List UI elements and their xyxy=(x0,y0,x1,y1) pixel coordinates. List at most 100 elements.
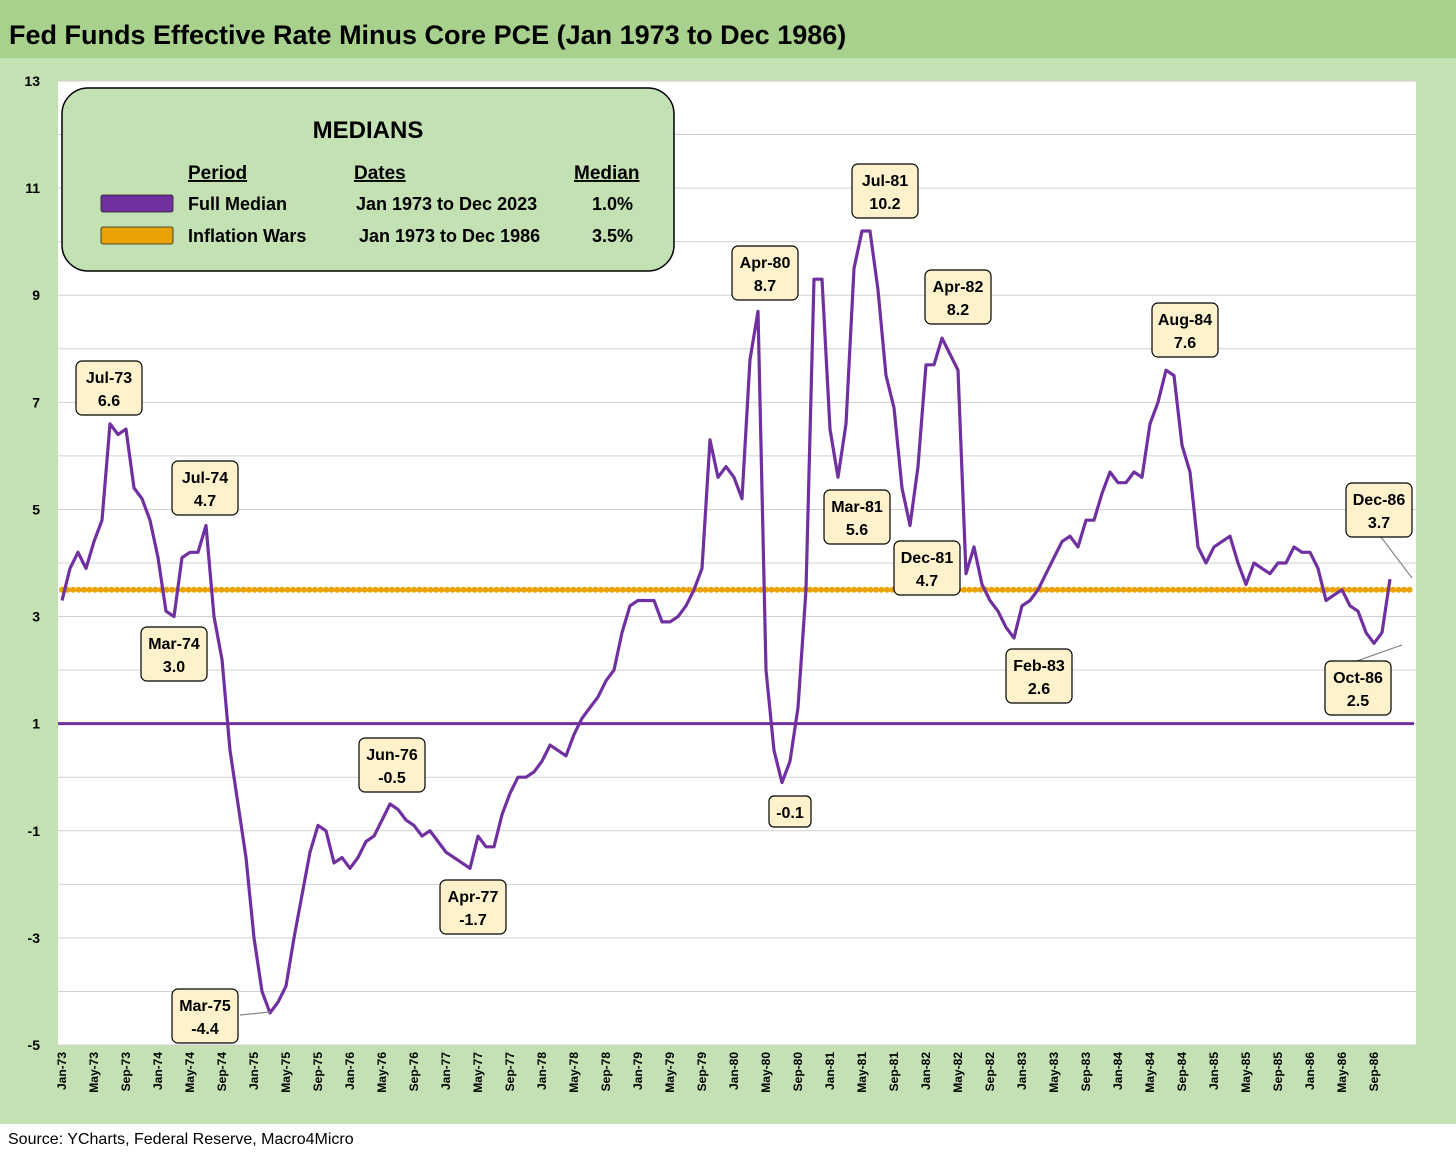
annotation-date: Aug-84 xyxy=(1158,312,1212,329)
annotation-callout: Oct-86 2.5 xyxy=(1324,660,1392,716)
chart-title: Fed Funds Effective Rate Minus Core PCE … xyxy=(9,20,846,50)
legend-box xyxy=(61,87,675,272)
legend-header-period: Period xyxy=(188,163,247,184)
x-tick-label: Jan-85 xyxy=(1207,1052,1221,1090)
legend-header-median: Median xyxy=(574,163,639,184)
annotation-value: 3.0 xyxy=(163,659,185,676)
x-tick-label: May-83 xyxy=(1047,1052,1061,1093)
annotation-callout: Dec-86 3.7 xyxy=(1345,482,1413,538)
annotation-box xyxy=(1005,648,1073,704)
legend-dates-inflation-wars: Jan 1973 to Dec 1986 xyxy=(359,226,540,246)
annotation-value: -1.7 xyxy=(459,912,487,929)
x-tick-label: Sep-74 xyxy=(215,1052,229,1092)
annotation-value: -4.4 xyxy=(191,1021,219,1038)
annotation-callout: Mar-75 -4.4 xyxy=(171,988,239,1044)
x-tick-label: Sep-84 xyxy=(1175,1052,1189,1092)
y-tick-label: -1 xyxy=(28,823,41,839)
annotation-date: Mar-75 xyxy=(179,998,231,1015)
x-tick-label: Jan-83 xyxy=(1015,1052,1029,1090)
annotation-value: 6.6 xyxy=(98,393,120,410)
annotation-callout: Apr-82 8.2 xyxy=(924,269,992,325)
annotation-date: Mar-81 xyxy=(831,499,883,516)
annotation-date: Dec-81 xyxy=(901,550,954,567)
x-tick-label: May-78 xyxy=(567,1052,581,1093)
annotation-callout: Apr-80 8.7 xyxy=(731,245,799,301)
x-tick-label: May-73 xyxy=(87,1052,101,1093)
annotation-callout: Jun-76 -0.5 xyxy=(358,737,426,793)
x-tick-label: Sep-83 xyxy=(1079,1052,1093,1092)
annotation-box xyxy=(851,163,919,219)
annotation-value: 5.6 xyxy=(846,522,868,539)
annotation-value: 3.7 xyxy=(1368,515,1390,532)
annotation-value: 7.6 xyxy=(1174,335,1196,352)
y-tick-label: 9 xyxy=(32,287,40,303)
annotation-date: Jul-81 xyxy=(862,173,908,190)
x-tick-label: May-81 xyxy=(855,1052,869,1093)
annotation-value: 4.7 xyxy=(194,493,216,510)
x-tick-label: Sep-82 xyxy=(983,1052,997,1092)
annotation-callout: Jul-81 10.2 xyxy=(851,163,919,219)
annotation-callout: Mar-74 3.0 xyxy=(140,626,208,682)
x-tick-label: Sep-80 xyxy=(791,1052,805,1092)
x-tick-label: Jan-76 xyxy=(343,1052,357,1090)
x-tick-label: Jan-78 xyxy=(535,1052,549,1090)
x-tick-label: May-79 xyxy=(663,1052,677,1093)
annotation-date: Apr-80 xyxy=(740,255,791,272)
x-tick-label: May-86 xyxy=(1335,1052,1349,1093)
annotation-box xyxy=(924,269,992,325)
x-tick-label: Sep-86 xyxy=(1367,1052,1381,1092)
x-tick-label: May-75 xyxy=(279,1052,293,1093)
x-tick-label: May-76 xyxy=(375,1052,389,1093)
y-tick-label: -3 xyxy=(28,930,41,946)
y-tick-label: 1 xyxy=(32,716,40,732)
annotation-date: Jul-74 xyxy=(182,470,228,487)
y-tick-label: 13 xyxy=(24,73,40,89)
legend-period-full-median: Full Median xyxy=(188,194,287,214)
legend-median-full-median: 1.0% xyxy=(592,194,633,214)
annotation-callout: -0.1 xyxy=(768,795,812,828)
source-note: Source: YCharts, Federal Reserve, Macro4… xyxy=(8,1131,354,1148)
series-line xyxy=(60,229,1392,1015)
x-tick-label: Jan-77 xyxy=(439,1052,453,1090)
annotation-box xyxy=(823,489,891,545)
annotation-box xyxy=(140,626,208,682)
x-tick-label: Jan-73 xyxy=(55,1052,69,1090)
annotation-date: Jul-73 xyxy=(86,370,132,387)
annotation-value: -0.1 xyxy=(776,805,804,822)
series-layer xyxy=(60,229,1392,1015)
x-tick-label: Sep-81 xyxy=(887,1052,901,1092)
annotation-box xyxy=(1324,660,1392,716)
annotation-callout: Jul-73 6.6 xyxy=(75,360,143,416)
annotation-value: 8.7 xyxy=(754,278,776,295)
annotation-callout: Feb-83 2.6 xyxy=(1005,648,1073,704)
annotation-box xyxy=(75,360,143,416)
annotation-callout: Jul-74 4.7 xyxy=(171,460,239,516)
x-tick-labels: Jan-73 May-73 Sep-73 Jan-74 May-74 Sep-74 Jan-… xyxy=(55,1052,1381,1093)
x-tick-label: Jan-81 xyxy=(823,1052,837,1090)
y-tick-label: 11 xyxy=(25,180,40,196)
x-tick-label: Sep-78 xyxy=(599,1052,613,1092)
x-tick-label: May-74 xyxy=(183,1052,197,1093)
annotation-date: Dec-86 xyxy=(1353,492,1406,509)
x-tick-label: May-80 xyxy=(759,1052,773,1093)
x-tick-label: May-84 xyxy=(1143,1052,1157,1093)
legend-period-inflation-wars: Inflation Wars xyxy=(188,226,306,246)
x-tick-label: May-77 xyxy=(471,1052,485,1093)
annotation-box xyxy=(1151,302,1219,358)
y-tick-label: -5 xyxy=(28,1037,41,1053)
y-tick-label: 3 xyxy=(32,609,40,625)
annotation-box xyxy=(768,795,812,828)
annotation-date: Jun-76 xyxy=(366,747,418,764)
annotation-box xyxy=(731,245,799,301)
x-tick-label: Jan-80 xyxy=(727,1052,741,1090)
annotation-box xyxy=(1345,482,1413,538)
annotation-date: Apr-82 xyxy=(933,279,984,296)
x-tick-label: Jan-82 xyxy=(919,1052,933,1090)
x-tick-label: Sep-73 xyxy=(119,1052,133,1092)
annotation-date: Oct-86 xyxy=(1333,670,1383,687)
x-tick-label: Sep-77 xyxy=(503,1052,517,1092)
grid-layer xyxy=(58,80,1416,1046)
title-bar xyxy=(0,0,1456,58)
